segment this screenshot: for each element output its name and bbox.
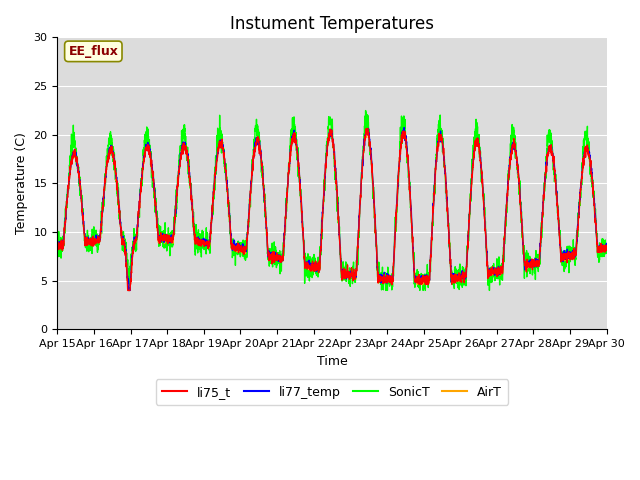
li75_t [116, 220, 124, 226]
Line: SonicT: SonicT [58, 110, 607, 290]
li77_temp [125, 288, 132, 293]
Line: li77_temp: li77_temp [58, 128, 607, 290]
Title: Instument Temperatures: Instument Temperatures [230, 15, 434, 33]
li75_t [533, 263, 541, 269]
li77_temp [593, 230, 600, 236]
li77_temp [533, 256, 541, 262]
li75_t [288, 136, 296, 142]
X-axis label: Time: Time [317, 355, 348, 368]
li75_t [264, 253, 272, 259]
SonicT [288, 132, 296, 137]
SonicT [148, 174, 156, 180]
SonicT [603, 244, 611, 250]
SonicT [382, 288, 390, 293]
SonicT [362, 108, 369, 113]
li77_temp [149, 169, 157, 175]
SonicT [264, 249, 272, 255]
Line: AirT: AirT [58, 130, 607, 290]
SonicT [533, 261, 541, 266]
Text: EE_flux: EE_flux [68, 45, 118, 58]
AirT [116, 218, 124, 224]
li77_temp [116, 217, 124, 223]
li77_temp [603, 240, 611, 246]
SonicT [116, 213, 124, 218]
AirT [603, 246, 611, 252]
li77_temp [264, 254, 272, 260]
li75_t [364, 125, 371, 131]
AirT [264, 252, 272, 258]
li77_temp [401, 125, 408, 131]
AirT [593, 228, 600, 233]
AirT [149, 173, 157, 179]
Legend: li75_t, li77_temp, SonicT, AirT: li75_t, li77_temp, SonicT, AirT [156, 379, 508, 405]
li77_temp [54, 238, 61, 244]
AirT [364, 127, 371, 133]
li75_t [593, 226, 600, 232]
Y-axis label: Temperature (C): Temperature (C) [15, 132, 28, 234]
li77_temp [288, 133, 296, 139]
Line: li75_t: li75_t [58, 128, 607, 290]
li75_t [54, 239, 61, 244]
li75_t [124, 288, 132, 293]
AirT [288, 142, 296, 148]
SonicT [54, 244, 61, 250]
AirT [54, 244, 61, 250]
li75_t [149, 168, 157, 174]
AirT [533, 259, 541, 265]
li75_t [603, 245, 611, 251]
SonicT [593, 228, 600, 234]
AirT [124, 288, 132, 293]
